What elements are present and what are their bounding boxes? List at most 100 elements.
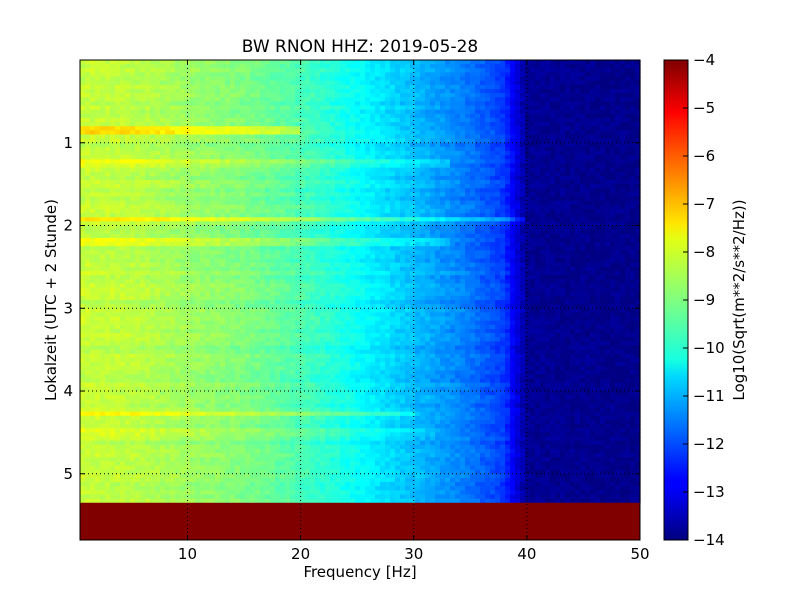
heatmap-cell [115,188,121,194]
heatmap-cell [380,80,386,86]
heatmap-cell [475,171,481,177]
heatmap-cell [140,76,146,82]
heatmap-cell [290,151,296,156]
heatmap-cell [610,208,616,214]
heatmap-cell [95,60,101,65]
heatmap-cell [250,146,256,152]
heatmap-cell [590,84,596,90]
heatmap-cell [425,167,431,173]
heatmap-cell [540,159,546,165]
heatmap-cell [285,72,291,78]
heatmap-cell [385,213,391,218]
heatmap-cell [635,163,641,169]
heatmap-cell [315,225,321,231]
heatmap-cell [480,213,486,218]
heatmap-cell [575,60,581,65]
heatmap-cell [630,130,636,136]
heatmap-cell [615,117,621,123]
heatmap-cell [530,171,536,177]
heatmap-cell [610,109,616,115]
heatmap-cell [165,84,171,90]
heatmap-cell [370,76,376,82]
heatmap-cell [355,113,361,119]
heatmap-cell [480,122,486,127]
heatmap-cell [365,64,371,69]
heatmap-cell [175,64,181,69]
heatmap-cell [200,138,206,144]
heatmap-cell [220,109,226,115]
heatmap-cell [495,97,501,102]
heatmap-cell [455,113,461,119]
heatmap-cell [275,134,281,140]
heatmap-cell [255,233,261,239]
heatmap-cell [350,97,356,102]
heatmap-cell [430,188,436,194]
heatmap-cell [125,142,131,148]
heatmap-cell [305,200,311,206]
heatmap-cell [390,155,396,160]
heatmap-cell [255,184,261,189]
heatmap-cell [230,80,236,86]
heatmap-cell [265,208,271,214]
heatmap-cell [425,68,431,74]
heatmap-cell [490,126,496,131]
heatmap-cell [165,138,171,144]
heatmap-cell [435,101,441,107]
heatmap-cell [420,175,426,181]
heatmap-cell [240,101,246,107]
heatmap-cell [575,217,581,222]
heatmap-cell [495,88,501,94]
heatmap-cell [435,167,441,173]
heatmap-cell [180,109,186,115]
heatmap-cell [605,163,611,169]
heatmap-cell [475,237,481,243]
heatmap-cell [565,159,571,165]
heatmap-cell [530,159,536,165]
heatmap-cell [405,84,411,90]
heatmap-row [80,188,641,194]
heatmap-cell [315,93,321,98]
heatmap-cell [350,204,356,210]
heatmap-cell [545,192,551,198]
heatmap-cell [230,225,236,231]
heatmap-cell [215,188,221,194]
heatmap-cell [155,242,161,247]
heatmap-cell [500,229,506,235]
heatmap-cell [610,171,616,177]
heatmap-cell [145,196,151,202]
heatmap-cell [495,217,501,222]
heatmap-cell [590,221,596,227]
heatmap-cell [275,229,281,235]
heatmap-cell [345,204,351,210]
heatmap-cell [205,159,211,165]
heatmap-cell [325,126,331,131]
heatmap-cell [240,113,246,119]
heatmap-cell [225,109,231,115]
heatmap-cell [90,159,96,165]
heatmap-cell [245,163,251,169]
heatmap-cell [440,217,446,222]
heatmap-cell [255,97,261,102]
heatmap-cell [540,180,546,185]
heatmap-cell [520,97,526,102]
heatmap-cell [255,225,261,231]
heatmap-cell [135,151,141,156]
heatmap-cell [620,233,626,239]
heatmap-cell [185,167,191,173]
heatmap-cell [385,64,391,69]
heatmap-cell [295,167,301,173]
heatmap-cell [135,146,141,152]
heatmap-cell [105,142,111,148]
heatmap-cell [100,184,106,189]
heatmap-cell [510,134,516,140]
heatmap-cell [190,138,196,144]
heatmap-cell [105,242,111,247]
heatmap-cell [275,159,281,165]
heatmap-cell [300,76,306,82]
heatmap-cell [560,130,566,136]
heatmap-cell [415,80,421,86]
heatmap-cell [450,142,456,148]
heatmap-row [80,208,641,214]
heatmap-cell [540,217,546,222]
heatmap-cell [375,93,381,98]
